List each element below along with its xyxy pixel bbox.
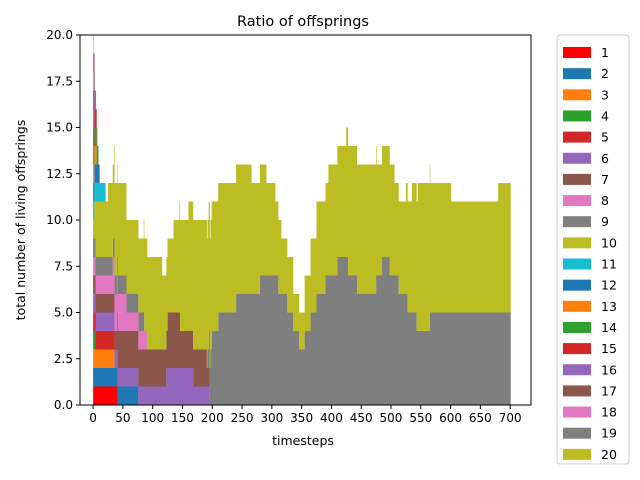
legend-label-8: 8 <box>601 193 609 208</box>
legend-label-3: 3 <box>601 87 609 102</box>
series-area-7 <box>93 275 511 405</box>
series-area-2 <box>93 368 511 405</box>
y-tick-label: 0.0 <box>54 398 73 412</box>
legend-label-17: 17 <box>601 383 617 398</box>
y-axis-label: total number of living offsprings <box>13 120 28 321</box>
y-tick-label: 15.0 <box>46 121 73 135</box>
legend-label-13: 13 <box>601 299 617 314</box>
x-axis-label: timesteps <box>272 433 334 448</box>
legend-swatch-2 <box>563 68 591 80</box>
legend-label-20: 20 <box>601 447 617 462</box>
x-tick-label: 250 <box>231 411 254 425</box>
legend-label-4: 4 <box>601 108 609 123</box>
legend-swatch-18 <box>563 406 591 418</box>
legend-label-15: 15 <box>601 341 617 356</box>
legend-label-2: 2 <box>601 66 609 81</box>
x-tick-label: 550 <box>409 411 432 425</box>
legend-swatch-4 <box>563 110 591 122</box>
x-tick-label: 650 <box>469 411 492 425</box>
legend-label-5: 5 <box>601 130 609 145</box>
legend-swatch-7 <box>563 173 591 185</box>
y-tick-label: 17.5 <box>46 74 73 88</box>
x-tick-label: 0 <box>89 411 97 425</box>
legend-swatch-11 <box>563 258 591 270</box>
x-tick-label: 200 <box>201 411 224 425</box>
y-tick-label: 20.0 <box>46 28 73 42</box>
y-tick-label: 5.0 <box>54 306 73 320</box>
legend-swatch-6 <box>563 152 591 164</box>
legend-label-16: 16 <box>601 362 617 377</box>
x-tick-label: 150 <box>171 411 194 425</box>
legend-swatch-8 <box>563 195 591 207</box>
series-area-10 <box>93 127 511 368</box>
y-tick-label: 2.5 <box>54 352 73 366</box>
legend-label-11: 11 <box>601 257 617 272</box>
x-tick-label: 300 <box>260 411 283 425</box>
legend-swatch-1 <box>563 47 591 58</box>
x-tick-label: 700 <box>499 411 522 425</box>
legend-label-7: 7 <box>601 172 609 187</box>
legend-swatch-16 <box>563 364 591 376</box>
x-tick-label: 450 <box>350 411 373 425</box>
legend-swatch-3 <box>563 89 591 101</box>
legend-swatch-9 <box>563 216 591 228</box>
legend-label-9: 9 <box>601 214 609 229</box>
x-tick-label: 100 <box>141 411 164 425</box>
x-tick-label: 50 <box>115 411 130 425</box>
stacked-areas <box>93 35 511 405</box>
series-area-9 <box>93 238 511 405</box>
x-tick-label: 600 <box>439 411 462 425</box>
legend-label-10: 10 <box>601 235 617 250</box>
legend-label-1: 1 <box>601 45 609 60</box>
x-tick-label: 500 <box>380 411 403 425</box>
legend-label-19: 19 <box>601 426 617 441</box>
legend-swatch-17 <box>563 385 591 397</box>
y-tick-label: 12.5 <box>46 167 73 181</box>
y-tick-label: 10.0 <box>46 213 73 227</box>
legend-label-6: 6 <box>601 151 609 166</box>
legend-swatch-14 <box>563 321 591 333</box>
legend-swatch-5 <box>563 131 591 143</box>
legend-swatch-12 <box>563 279 591 291</box>
y-tick-label: 7.5 <box>54 259 73 273</box>
legend-swatch-13 <box>563 300 591 312</box>
legend-label-18: 18 <box>601 405 617 420</box>
legend-swatch-20 <box>563 448 591 460</box>
x-tick-label: 400 <box>320 411 343 425</box>
legend-swatch-10 <box>563 237 591 249</box>
x-tick-label: 350 <box>290 411 313 425</box>
legend-label-14: 14 <box>601 320 617 335</box>
x-axis: 0 50 100 150 200 250 300 350 400 450 500 550 600 650 7… <box>89 405 522 425</box>
legend-swatch-15 <box>563 343 591 355</box>
y-axis: 0.0 2.5 5.0 7.5 10.0 12.5 15.0 17.5 20.0 <box>46 28 80 412</box>
legend-label-12: 12 <box>601 278 617 293</box>
legend-swatch-19 <box>563 427 591 439</box>
chart-title: Ratio of offsprings <box>237 14 369 30</box>
